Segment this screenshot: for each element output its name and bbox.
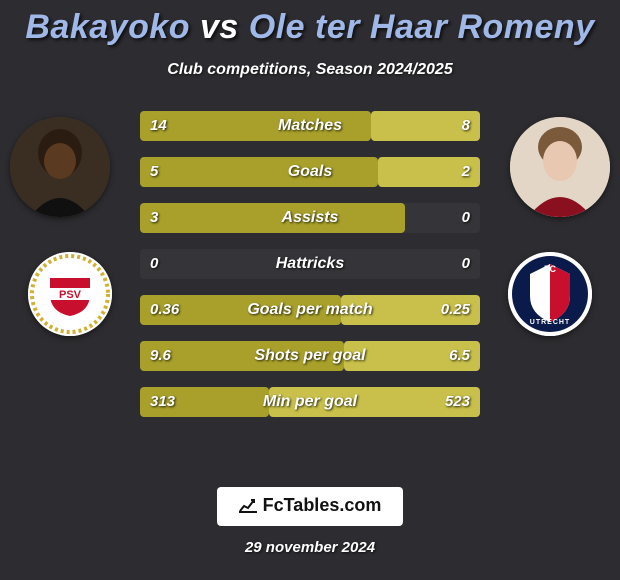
stat-bars: 148Matches52Goals30Assists00Hattricks0.3…: [140, 111, 480, 433]
stat-row: 9.66.5Shots per goal: [140, 341, 480, 371]
title-player-right: Ole ter Haar Romeny: [249, 8, 595, 46]
brand-text: FcTables.com: [263, 495, 382, 515]
bar-track: [140, 249, 480, 279]
title-player-left: Bakayoko: [25, 8, 190, 46]
stat-value-right: 0: [452, 249, 480, 279]
player-avatar-right: [510, 117, 610, 217]
subtitle: Club competitions, Season 2024/2025: [0, 61, 620, 79]
person-silhouette-icon: [510, 117, 610, 217]
player-avatar-left: [10, 117, 110, 217]
bar-fill-left: [140, 203, 405, 233]
svg-text:PSV: PSV: [59, 289, 82, 301]
stat-value-left: 5: [140, 157, 168, 187]
footer: FcTables.com: [0, 487, 620, 526]
chart-up-icon: [239, 497, 257, 518]
stat-value-left: 14: [140, 111, 177, 141]
page-title: Bakayoko vs Ole ter Haar Romeny: [0, 0, 620, 47]
bar-fill-left: [140, 157, 378, 187]
title-vs: vs: [200, 8, 239, 46]
stat-row: 30Assists: [140, 203, 480, 233]
comparison-panel: PSV FC UTRECHT 148Matches52Goals30Assist…: [0, 107, 620, 437]
stat-row: 148Matches: [140, 111, 480, 141]
stat-row: 00Hattricks: [140, 249, 480, 279]
stat-value-left: 9.6: [140, 341, 181, 371]
stat-value-left: 0: [140, 249, 168, 279]
date-text: 29 november 2024: [0, 539, 620, 556]
svg-text:UTRECHT: UTRECHT: [530, 319, 570, 326]
stat-value-left: 3: [140, 203, 168, 233]
stat-value-left: 0.36: [140, 295, 189, 325]
brand-badge: FcTables.com: [217, 487, 404, 526]
stat-row: 0.360.25Goals per match: [140, 295, 480, 325]
stat-row: 313523Min per goal: [140, 387, 480, 417]
psv-logo-icon: PSV: [28, 252, 112, 336]
stat-value-left: 313: [140, 387, 185, 417]
stat-value-right: 8: [452, 111, 480, 141]
svg-text:FC: FC: [544, 264, 556, 274]
stat-value-right: 0: [452, 203, 480, 233]
club-logo-left: PSV: [28, 252, 112, 336]
stat-value-right: 523: [435, 387, 480, 417]
stat-row: 52Goals: [140, 157, 480, 187]
person-silhouette-icon: [10, 117, 110, 217]
stat-value-right: 2: [452, 157, 480, 187]
stat-value-right: 6.5: [439, 341, 480, 371]
stat-value-right: 0.25: [431, 295, 480, 325]
fc-utrecht-logo-icon: FC UTRECHT: [508, 252, 592, 336]
club-logo-right: FC UTRECHT: [508, 252, 592, 336]
